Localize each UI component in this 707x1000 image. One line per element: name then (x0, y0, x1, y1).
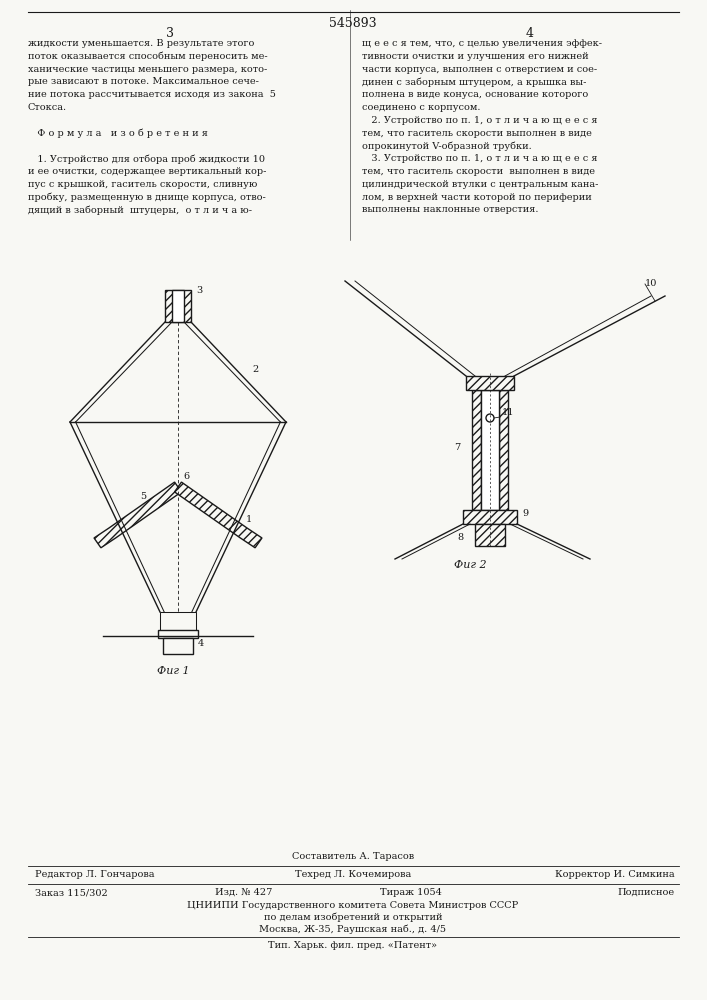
Text: тем, что гаситель скорости выполнен в виде: тем, что гаситель скорости выполнен в ви… (362, 129, 592, 138)
Text: Тираж 1054: Тираж 1054 (380, 888, 442, 897)
Text: Заказ 115/302: Заказ 115/302 (35, 888, 107, 897)
Text: Стокса.: Стокса. (28, 103, 67, 112)
Text: 7: 7 (454, 443, 460, 452)
Text: Подписное: Подписное (618, 888, 675, 897)
Bar (475, 524, 505, 546)
Text: 3. Устройство по п. 1, о т л и ч а ю щ е е с я: 3. Устройство по п. 1, о т л и ч а ю щ е… (362, 154, 597, 163)
Text: выполнены наклонные отверстия.: выполнены наклонные отверстия. (362, 205, 539, 214)
Text: 6: 6 (183, 472, 189, 481)
Bar (163, 638, 193, 654)
Text: Фиг 2: Фиг 2 (454, 560, 486, 570)
Text: пус с крышкой, гаситель скорости, сливную: пус с крышкой, гаситель скорости, сливну… (28, 180, 257, 189)
Text: Корректор И. Симкина: Корректор И. Симкина (556, 870, 675, 879)
Text: 1: 1 (245, 515, 252, 524)
Text: Фиг 1: Фиг 1 (157, 666, 189, 676)
Text: поток оказывается способным переносить ме-: поток оказывается способным переносить м… (28, 52, 268, 61)
Text: 2: 2 (253, 365, 259, 374)
Text: 2. Устройство по п. 1, о т л и ч а ю щ е е с я: 2. Устройство по п. 1, о т л и ч а ю щ е… (362, 116, 597, 125)
Text: жидкости уменьшается. В результате этого: жидкости уменьшается. В результате этого (28, 39, 255, 48)
Text: 4: 4 (526, 27, 534, 40)
Bar (160, 612, 196, 630)
Circle shape (486, 414, 494, 422)
Bar (466, 376, 514, 390)
Text: части корпуса, выполнен с отверстием и сое-: части корпуса, выполнен с отверстием и с… (362, 65, 597, 74)
Text: 545893: 545893 (329, 17, 377, 30)
Text: Изд. № 427: Изд. № 427 (215, 888, 272, 897)
Bar (481, 390, 499, 510)
Text: 3: 3 (196, 286, 202, 295)
Text: тивности очистки и улучшения его нижней: тивности очистки и улучшения его нижней (362, 52, 589, 61)
Text: Техред Л. Кочемирова: Техред Л. Кочемирова (295, 870, 411, 879)
Text: пробку, размещенную в днище корпуса, отво-: пробку, размещенную в днище корпуса, отв… (28, 193, 266, 202)
Bar (172, 290, 184, 322)
Bar (463, 510, 517, 524)
Text: 10: 10 (645, 279, 658, 288)
Text: Редактор Л. Гончарова: Редактор Л. Гончарова (35, 870, 155, 879)
Text: лом, в верхней части которой по периферии: лом, в верхней части которой по перифери… (362, 193, 592, 202)
Text: 5: 5 (140, 492, 146, 501)
Text: ние потока рассчитывается исходя из закона  5: ние потока рассчитывается исходя из зако… (28, 90, 276, 99)
Text: Ф о р м у л а   и з о б р е т е н и я: Ф о р м у л а и з о б р е т е н и я (28, 129, 208, 138)
Polygon shape (175, 482, 262, 548)
Text: полнена в виде конуса, основание которого: полнена в виде конуса, основание которог… (362, 90, 588, 99)
Text: по делам изобретений и открытий: по делам изобретений и открытий (264, 913, 443, 922)
Text: Тип. Харьк. фил. пред. «Патент»: Тип. Харьк. фил. пред. «Патент» (269, 941, 438, 950)
Text: дящий в заборный  штуцеры,  о т л и ч а ю-: дящий в заборный штуцеры, о т л и ч а ю- (28, 205, 252, 215)
Text: 1. Устройство для отбора проб жидкости 10: 1. Устройство для отбора проб жидкости 1… (28, 154, 265, 164)
Text: опрокинутой V-образной трубки.: опрокинутой V-образной трубки. (362, 141, 532, 151)
Text: 8: 8 (457, 533, 463, 542)
Text: 4: 4 (198, 639, 204, 648)
Text: рые зависают в потоке. Максимальное сече-: рые зависают в потоке. Максимальное сече… (28, 77, 259, 86)
Polygon shape (94, 482, 182, 548)
Bar (472, 390, 481, 510)
Text: щ е е с я тем, что, с целью увеличения эффек-: щ е е с я тем, что, с целью увеличения э… (362, 39, 602, 48)
Bar (165, 290, 191, 322)
Text: ханические частицы меньшего размера, кото-: ханические частицы меньшего размера, кот… (28, 65, 267, 74)
Text: динен с заборным штуцером, а крышка вы-: динен с заборным штуцером, а крышка вы- (362, 77, 586, 87)
Text: и ее очистки, содержащее вертикальный кор-: и ее очистки, содержащее вертикальный ко… (28, 167, 267, 176)
Text: 9: 9 (522, 509, 528, 518)
Text: ЦНИИПИ Государственного комитета Совета Министров СССР: ЦНИИПИ Государственного комитета Совета … (187, 901, 519, 910)
Text: Составитель А. Тарасов: Составитель А. Тарасов (292, 852, 414, 861)
Text: цилиндрической втулки с центральным кана-: цилиндрической втулки с центральным кана… (362, 180, 598, 189)
Text: Москва, Ж-35, Раушская наб., д. 4/5: Москва, Ж-35, Раушская наб., д. 4/5 (259, 925, 447, 934)
Text: 11: 11 (502, 408, 515, 417)
Bar (158, 630, 198, 638)
Text: соединено с корпусом.: соединено с корпусом. (362, 103, 481, 112)
Text: тем, что гаситель скорости  выполнен в виде: тем, что гаситель скорости выполнен в ви… (362, 167, 595, 176)
Bar (499, 390, 508, 510)
Text: 3: 3 (166, 27, 174, 40)
